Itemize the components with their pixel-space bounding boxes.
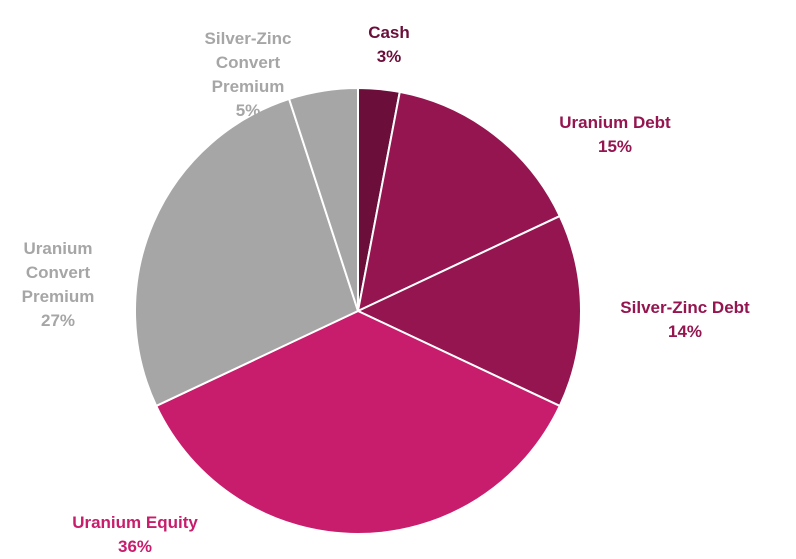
pie-slice	[287, 86, 359, 312]
category-label: Silver-Zinc Debt	[620, 298, 750, 317]
slice-label: Uranium Equity 36%	[35, 511, 235, 559]
value-label: 14%	[667, 322, 703, 341]
slice-label: Silver-Zinc Convert Premium 5%	[183, 27, 313, 123]
category-label: Uranium Equity	[72, 513, 198, 532]
category-label: Cash	[368, 23, 410, 42]
category-label: Silver-Zinc Convert Premium	[204, 29, 292, 96]
pie-slice	[154, 309, 562, 535]
pie-slice	[356, 90, 562, 313]
slice-label: Uranium Convert Premium 27%	[3, 237, 113, 333]
pie-slice	[134, 97, 360, 408]
slice-label: Silver-Zinc Debt 14%	[585, 296, 785, 344]
value-label: 27%	[40, 311, 76, 330]
pie-slice	[355, 214, 582, 408]
value-label: 15%	[597, 137, 633, 156]
value-label: 3%	[376, 47, 402, 66]
category-label: Uranium Debt	[559, 113, 671, 132]
value-label: 36%	[117, 537, 153, 556]
slice-label: Cash 3%	[344, 21, 434, 69]
category-label: Uranium Convert Premium	[21, 239, 95, 306]
value-label: 5%	[235, 101, 261, 120]
slice-label: Uranium Debt 15%	[525, 111, 705, 159]
